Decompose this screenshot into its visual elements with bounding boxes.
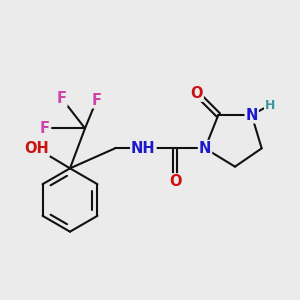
Text: OH: OH — [24, 141, 49, 156]
Text: F: F — [57, 91, 67, 106]
Text: N: N — [199, 141, 211, 156]
Text: F: F — [92, 92, 102, 107]
Text: H: H — [265, 98, 275, 112]
Text: N: N — [245, 107, 258, 122]
Text: O: O — [190, 86, 203, 101]
Text: F: F — [40, 121, 50, 136]
Text: O: O — [169, 174, 181, 189]
Text: NH: NH — [131, 141, 156, 156]
